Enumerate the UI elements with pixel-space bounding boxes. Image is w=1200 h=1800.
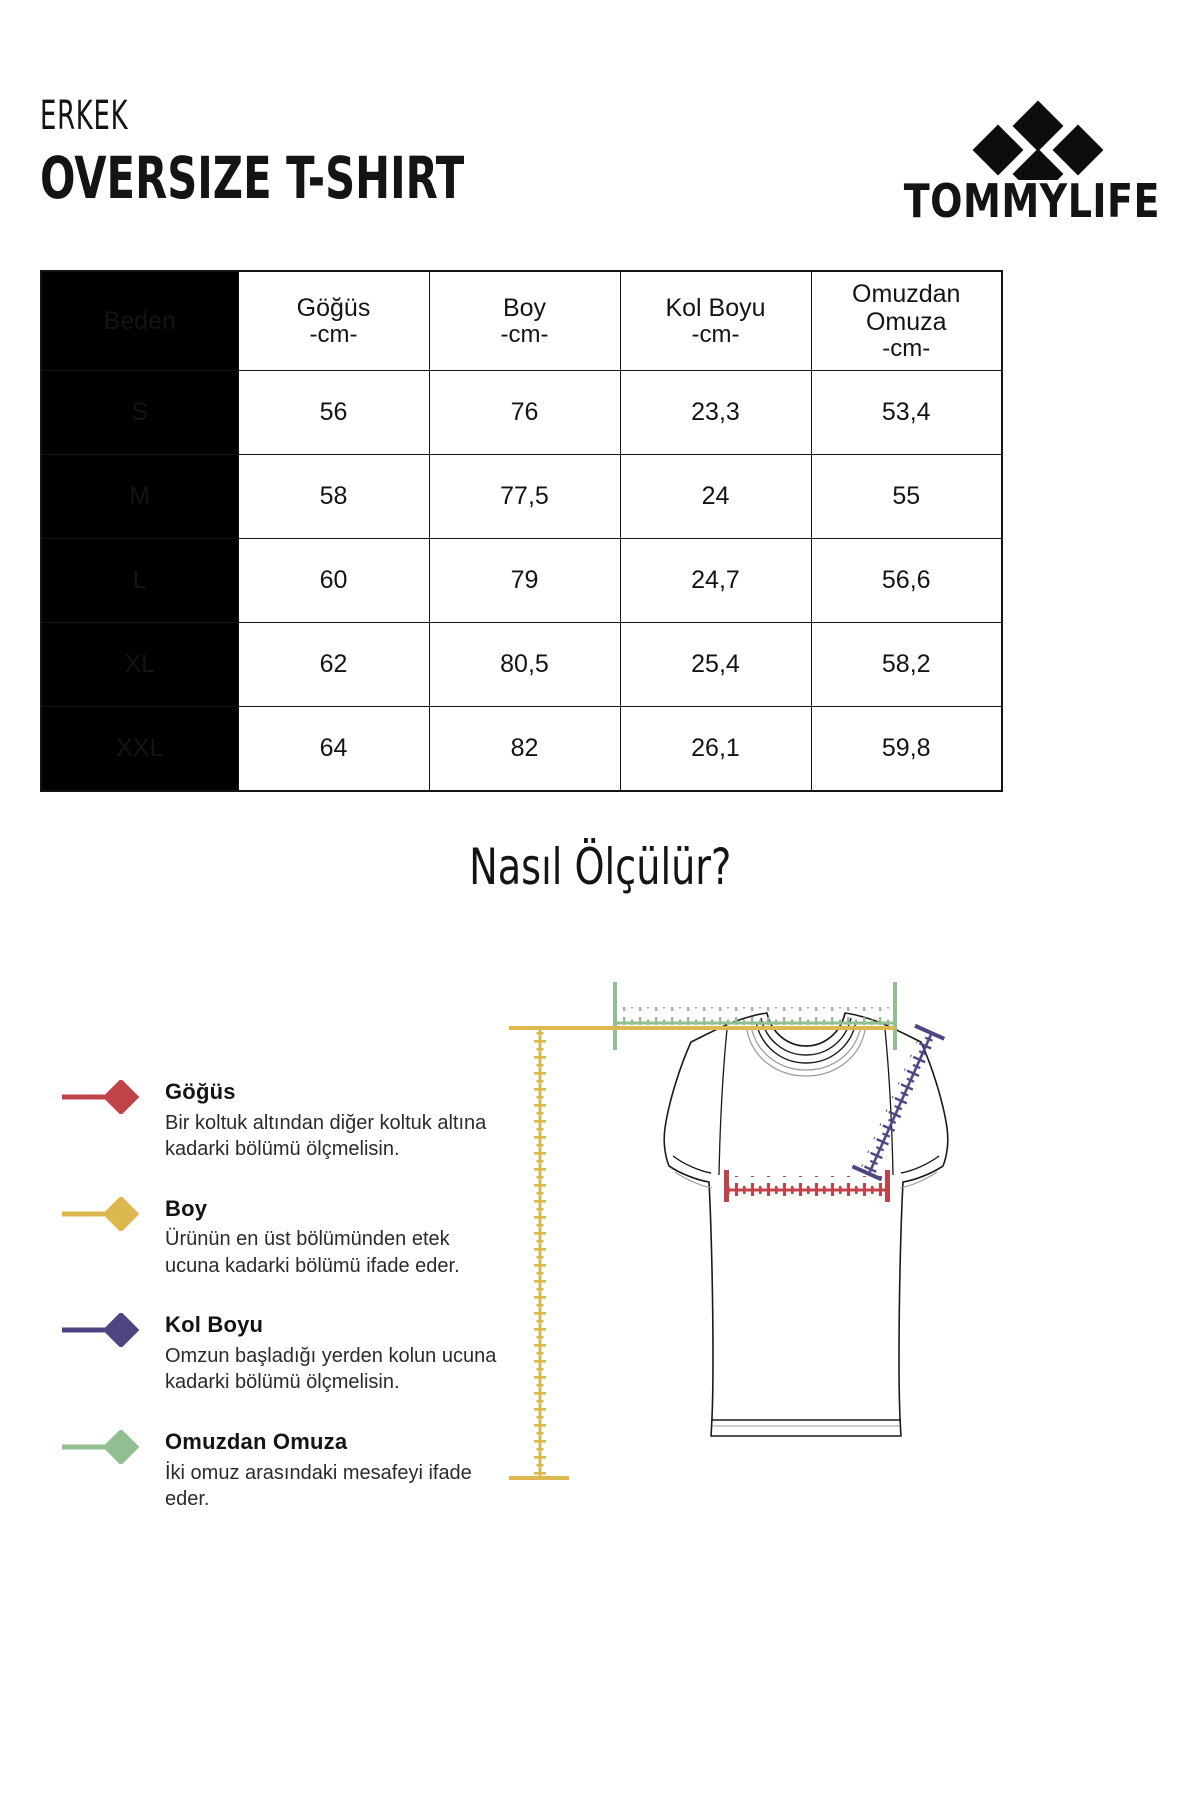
- cell-kol-boyu: 24,7: [619, 538, 812, 623]
- cell-boy: 82: [428, 706, 621, 792]
- diamond-marker-icon: [60, 1078, 150, 1116]
- legend-item-kol-boyu: Kol Boyu Omzun başladığı yerden kolun uc…: [60, 1311, 500, 1396]
- legend-title: Kol Boyu: [165, 1312, 264, 1338]
- legend-desc: Bir koltuk altından diğer koltuk altına …: [165, 1111, 487, 1161]
- table-row: L 60 79 24,7 56,6: [40, 538, 1003, 623]
- sleeve-cuffs: [668, 1155, 944, 1183]
- collar-shadow-lines: [746, 1025, 866, 1077]
- cell-gogus: 56: [237, 370, 430, 455]
- cell-gogus: 64: [237, 706, 430, 792]
- tshirt-diagram: [495, 960, 1015, 1500]
- cell-size: S: [40, 370, 239, 455]
- diamond-cluster-logo-icon: [860, 96, 1160, 180]
- cell-gogus: 60: [237, 538, 430, 623]
- cell-gogus: 58: [237, 454, 430, 539]
- page-header: ERKEK OVERSIZE T-SHIRT TOMMYLIFE: [40, 96, 1160, 246]
- page-title: OVERSIZE T-SHIRT: [40, 144, 465, 212]
- kol-boyu-ruler: [851, 1023, 946, 1182]
- cell-boy: 76: [428, 370, 621, 455]
- cell-size: M: [40, 454, 239, 539]
- cell-omuzdan-omuza: 58,2: [810, 622, 1003, 707]
- diamond-marker-icon: [60, 1195, 150, 1233]
- table-row: M 58 77,5 24 55: [40, 454, 1003, 539]
- table-body: S 56 76 23,3 53,4 M 58 77,5 24 55 L 60 7…: [40, 370, 1003, 792]
- title-block: ERKEK OVERSIZE T-SHIRT: [40, 96, 570, 207]
- size-table: Beden Göğüs -cm- Boy -cm- Kol Boyu -cm- …: [40, 270, 1003, 792]
- cell-kol-boyu: 26,1: [619, 706, 812, 792]
- legend-desc: İki omuz arasındaki mesafeyi ifade eder.: [165, 1461, 472, 1511]
- legend-desc: Omzun başladığı yerden kolun ucuna kadar…: [165, 1344, 497, 1394]
- cell-size: XL: [40, 622, 239, 707]
- armhole-seams: [718, 1028, 894, 1176]
- cell-boy: 77,5: [428, 454, 621, 539]
- gogus-ruler: [724, 1170, 890, 1202]
- col-header-omuzdan-omuza: Omuzdan Omuza -cm-: [810, 270, 1003, 371]
- col-header-kol-boyu: Kol Boyu -cm-: [619, 270, 812, 371]
- brand-wordmark: TOMMYLIFE: [903, 174, 1160, 228]
- brand-logo: TOMMYLIFE: [860, 96, 1160, 224]
- table-head: Beden Göğüs -cm- Boy -cm- Kol Boyu -cm- …: [40, 270, 1003, 371]
- cell-omuzdan-omuza: 55: [810, 454, 1003, 539]
- cell-omuzdan-omuza: 53,4: [810, 370, 1003, 455]
- cell-kol-boyu: 24: [619, 454, 812, 539]
- col-header-beden: Beden: [40, 270, 239, 371]
- diamond-marker-icon: [60, 1428, 150, 1466]
- cell-size: XXL: [40, 706, 239, 792]
- cell-omuzdan-omuza: 56,6: [810, 538, 1003, 623]
- cell-kol-boyu: 23,3: [619, 370, 812, 455]
- cell-size: L: [40, 538, 239, 623]
- table-row: XL 62 80,5 25,4 58,2: [40, 622, 1003, 707]
- howto-section-title: Nasıl Ölçülür?: [468, 838, 732, 896]
- legend-body: Omuzdan Omuza İki omuz arasındaki mesafe…: [165, 1428, 500, 1513]
- cell-boy: 79: [428, 538, 621, 623]
- legend-desc: Ürünün en üst bölümünden etek ucuna kada…: [165, 1228, 460, 1277]
- legend-body: Boy Ürünün en üst bölümünden etek ucuna …: [165, 1195, 500, 1280]
- measurement-legend: Göğüs Bir koltuk altından diğer koltuk a…: [60, 1078, 500, 1545]
- legend-item-boy: Boy Ürünün en üst bölümünden etek ucuna …: [60, 1195, 500, 1280]
- cell-boy: 80,5: [428, 622, 621, 707]
- legend-title: Boy: [165, 1195, 208, 1221]
- legend-item-gogus: Göğüs Bir koltuk altından diğer koltuk a…: [60, 1078, 500, 1163]
- omuzdan-omuza-ruler: [613, 982, 897, 1050]
- table-row: S 56 76 23,3 53,4: [40, 370, 1003, 455]
- cell-gogus: 62: [237, 622, 430, 707]
- table-header-row: Beden Göğüs -cm- Boy -cm- Kol Boyu -cm- …: [40, 270, 1003, 371]
- legend-body: Kol Boyu Omzun başladığı yerden kolun uc…: [165, 1311, 500, 1396]
- legend-title: Göğüs: [165, 1079, 236, 1104]
- page-kicker: ERKEK: [40, 93, 129, 139]
- col-header-gogus: Göğüs -cm-: [237, 270, 430, 371]
- cell-omuzdan-omuza: 59,8: [810, 706, 1003, 792]
- col-header-boy: Boy -cm-: [428, 270, 621, 371]
- legend-item-omuzdan-omuza: Omuzdan Omuza İki omuz arasındaki mesafe…: [60, 1428, 500, 1513]
- legend-title: Omuzdan Omuza: [165, 1429, 348, 1455]
- boy-ruler: [509, 1026, 895, 1480]
- table-row: XXL 64 82 26,1 59,8: [40, 706, 1003, 792]
- cell-kol-boyu: 25,4: [619, 622, 812, 707]
- legend-body: Göğüs Bir koltuk altından diğer koltuk a…: [165, 1078, 500, 1163]
- diamond-marker-icon: [60, 1311, 150, 1349]
